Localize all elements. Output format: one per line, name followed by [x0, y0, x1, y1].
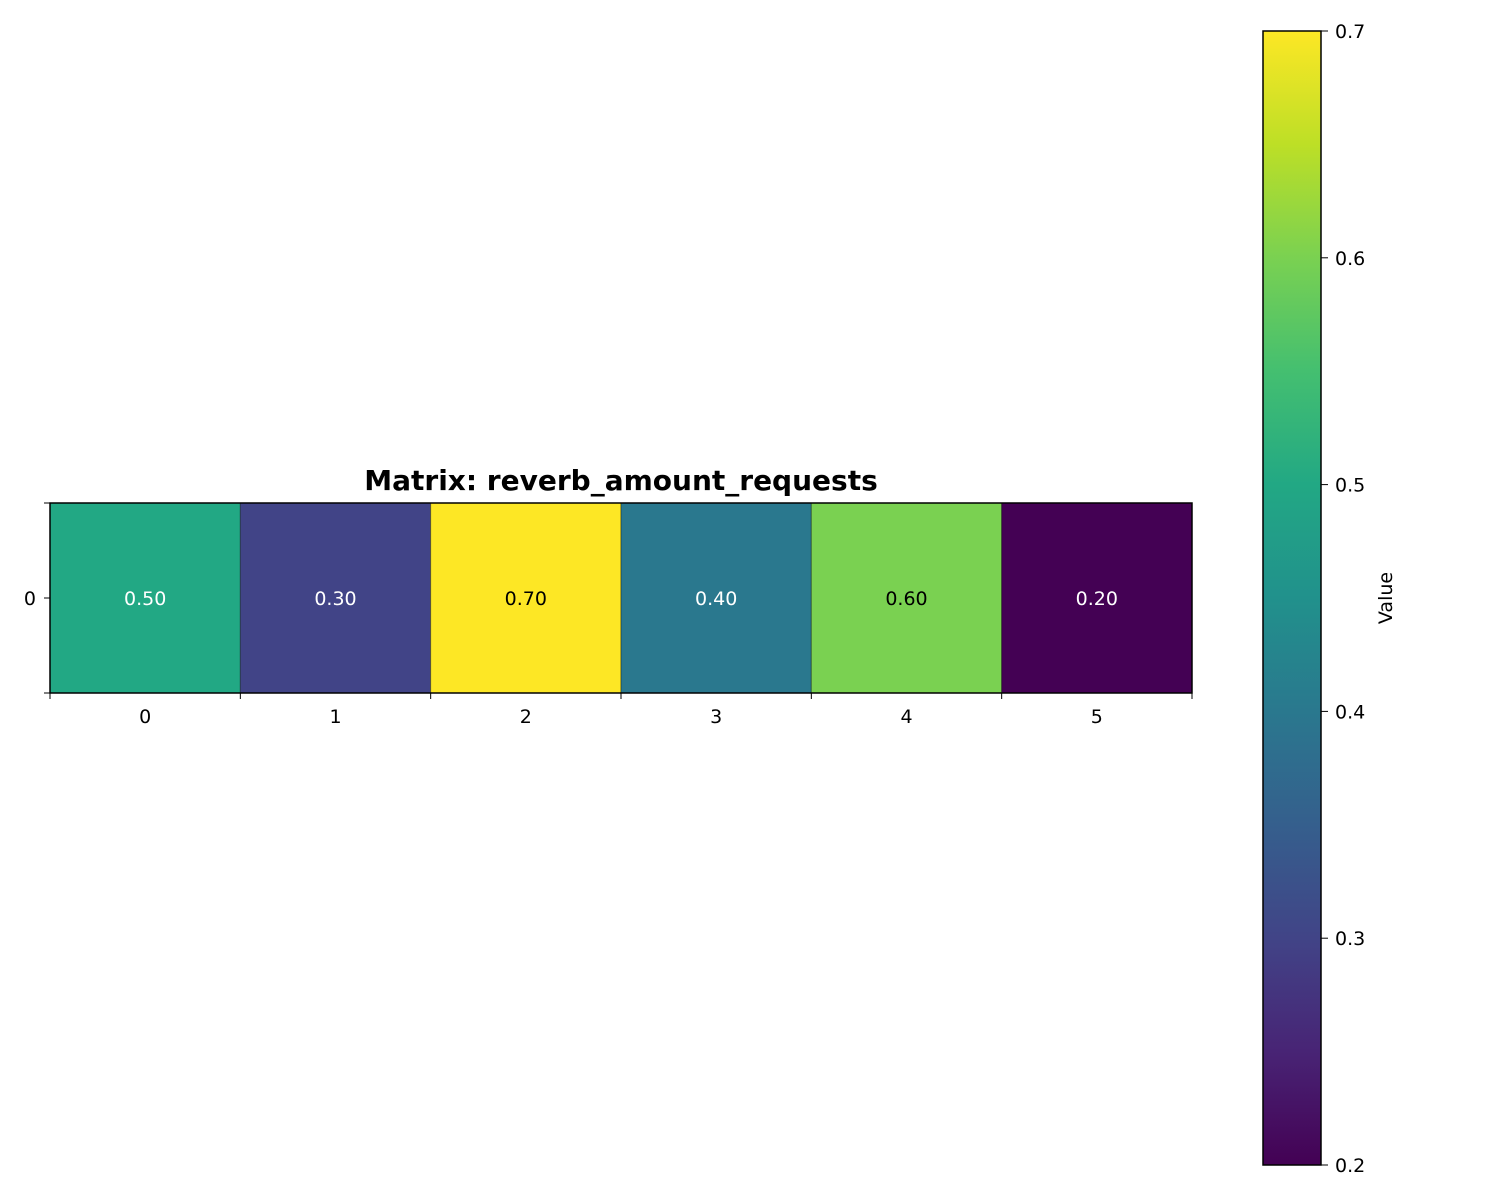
cell-value-label: 0.60	[885, 588, 927, 610]
colorbar-tick-label: 0.7	[1335, 21, 1365, 43]
colorbar-tick-label: 0.4	[1335, 701, 1365, 723]
x-tick-label: 3	[710, 706, 722, 728]
x-tick-label: 5	[1091, 706, 1103, 728]
cell-value-label: 0.70	[505, 588, 547, 610]
colorbar	[1262, 30, 1322, 1166]
heatmap-cell	[239, 502, 432, 694]
chart-title: Matrix: reverb_amount_requests	[364, 464, 878, 497]
y-axis-ticks: 0	[24, 502, 50, 694]
heatmap-cell	[1001, 502, 1193, 694]
colorbar-tick-label: 0.3	[1335, 928, 1365, 950]
x-tick-label: 2	[520, 706, 532, 728]
colorbar-tick-label: 0.6	[1335, 248, 1365, 270]
x-axis-ticks: 0 1 2 3 4 5	[49, 693, 1193, 728]
x-tick-label: 1	[329, 706, 341, 728]
y-tick-label: 0	[24, 588, 36, 610]
cell-value-label: 0.20	[1076, 588, 1118, 610]
colorbar-ticks: 0.2 0.3 0.4 0.5 0.6 0.7	[1321, 21, 1365, 1177]
x-tick-label: 4	[900, 706, 912, 728]
cell-value-label: 0.30	[314, 588, 356, 610]
colorbar-label: Value	[1375, 572, 1397, 624]
heatmap-cell	[620, 502, 812, 694]
cell-value-label: 0.50	[124, 588, 166, 610]
heatmap-cell	[810, 502, 1003, 694]
cell-value-label: 0.40	[695, 588, 737, 610]
heatmap-cells	[49, 502, 1193, 694]
colorbar-tick-label: 0.2	[1335, 1155, 1365, 1177]
colorbar-tick-label: 0.5	[1335, 475, 1365, 497]
heatmap-cell	[49, 502, 241, 694]
heatmap-cell-labels: 0.50 0.30 0.70 0.40 0.60 0.20	[124, 588, 1118, 610]
x-tick-label: 0	[139, 706, 151, 728]
